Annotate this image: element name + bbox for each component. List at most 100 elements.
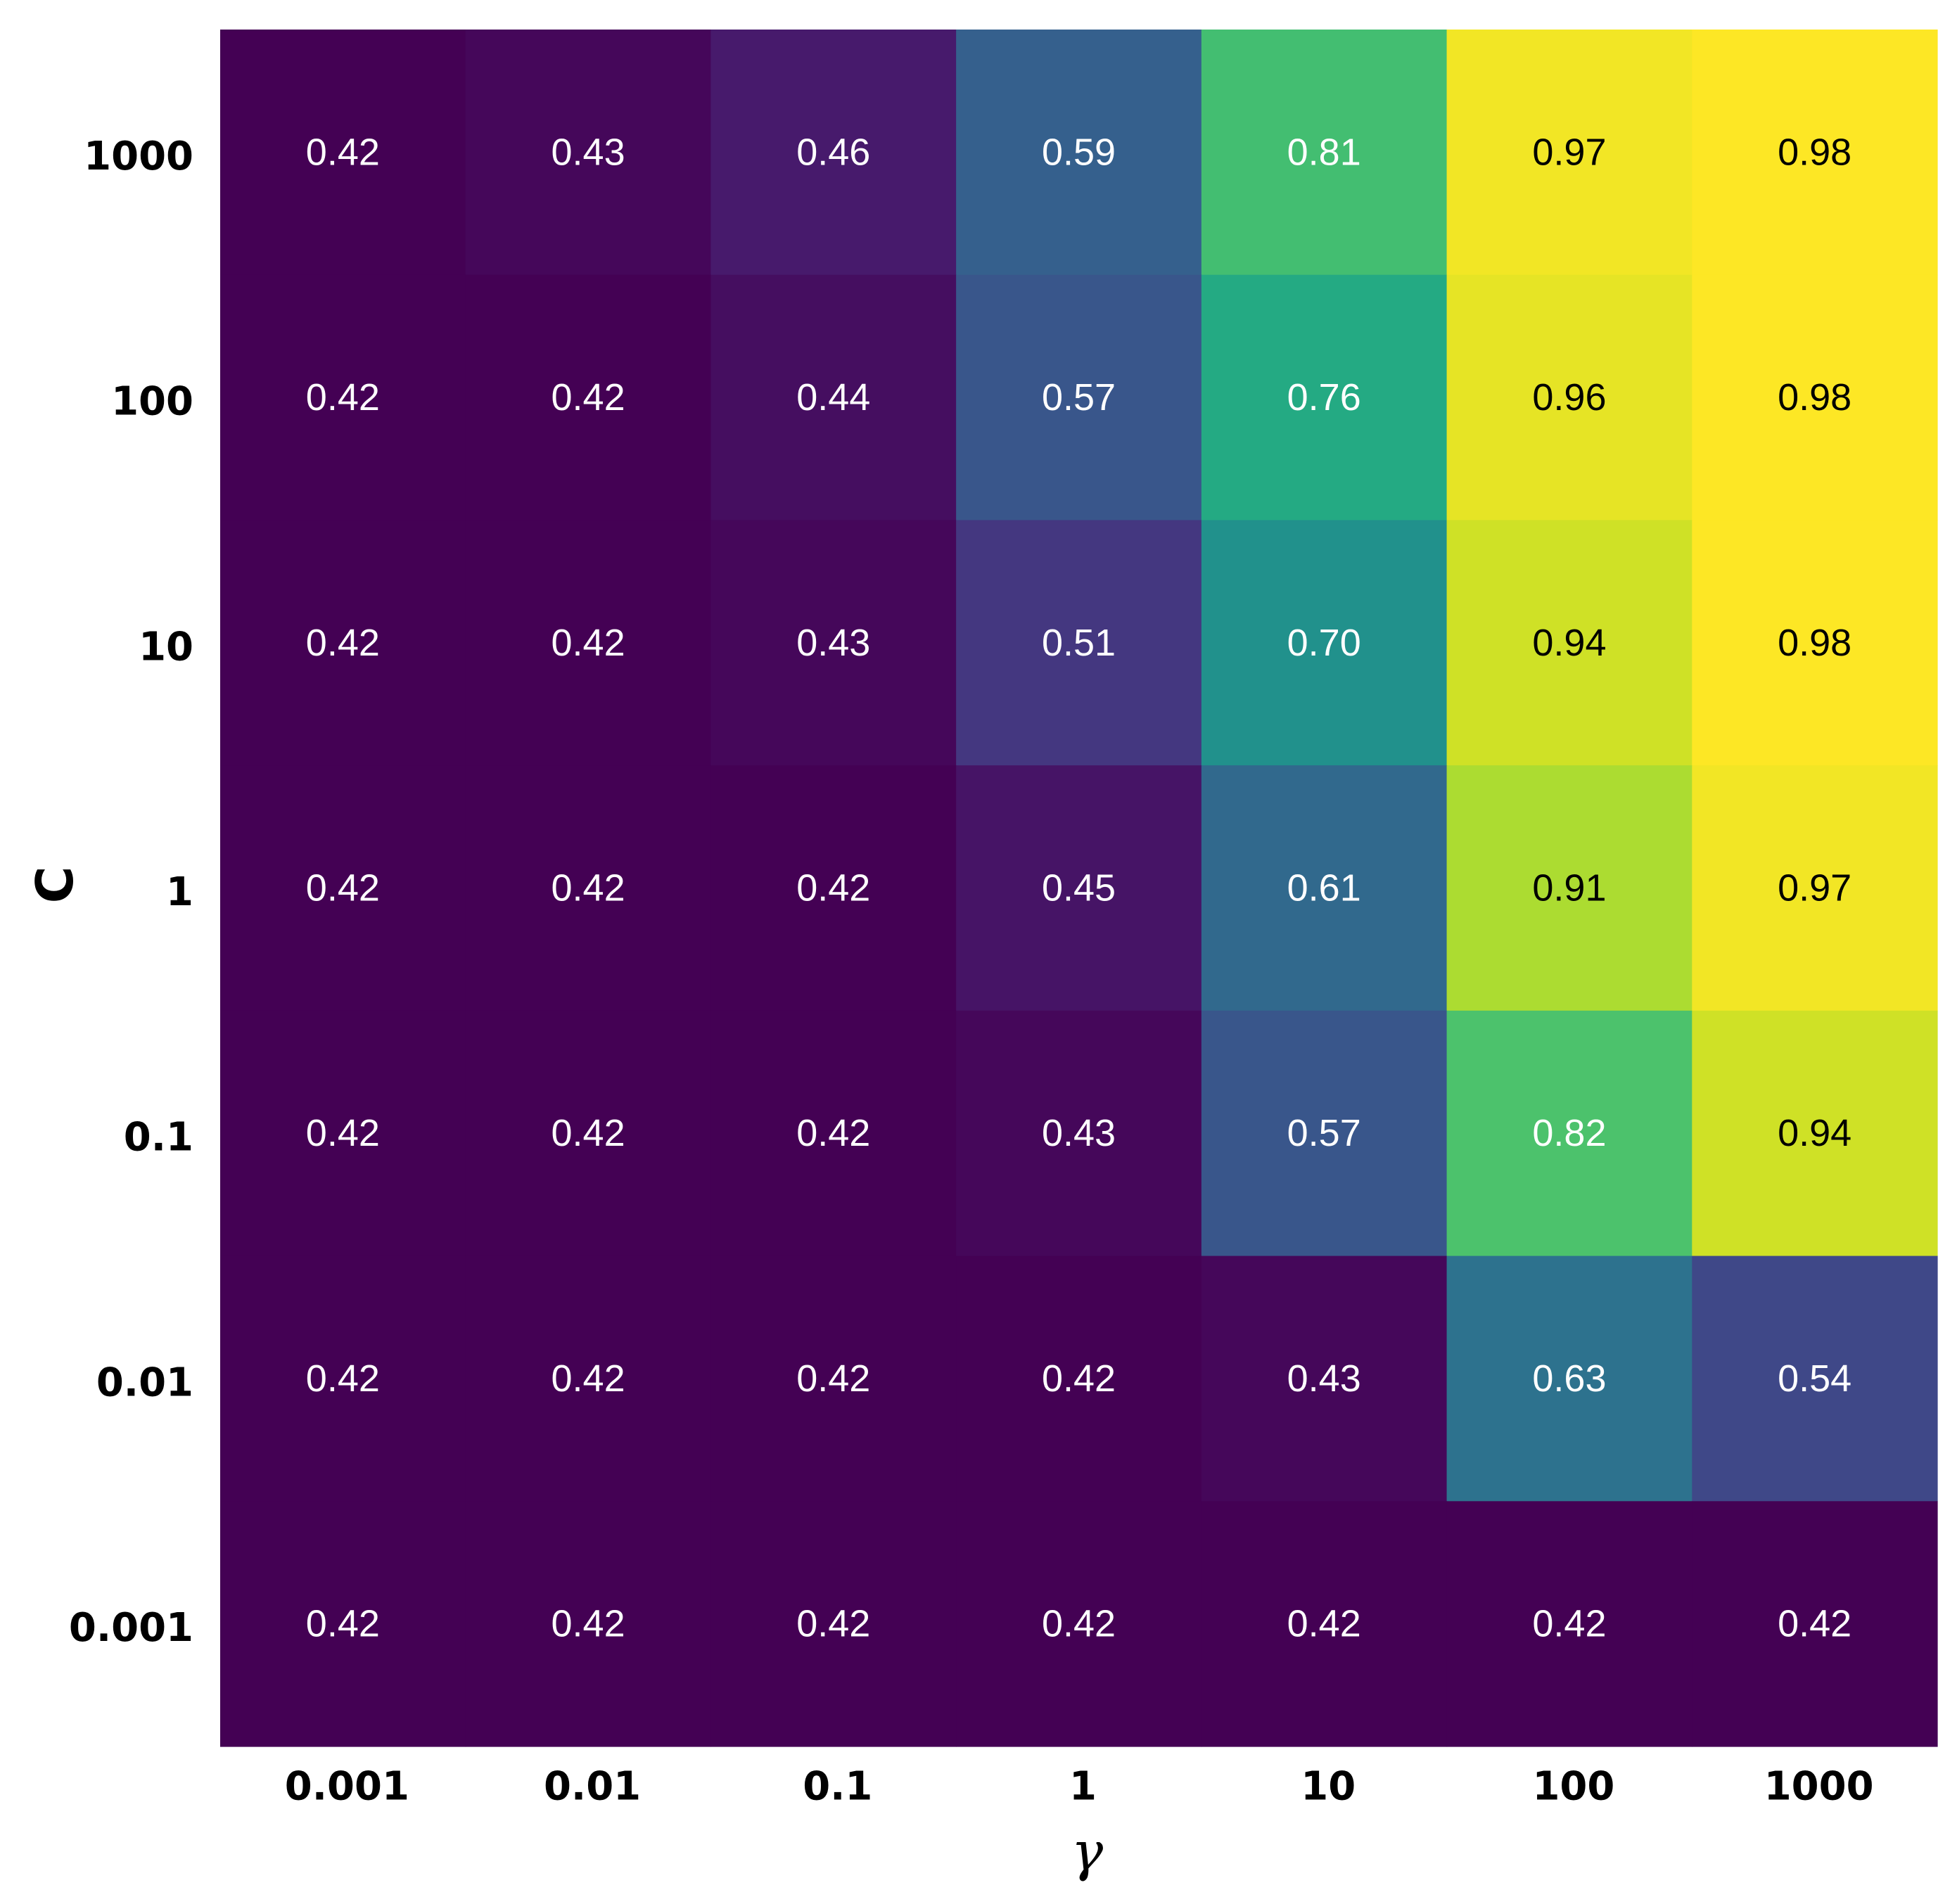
heatmap-cell-r2-c5 — [1446, 520, 1693, 766]
y-axis-ticks: 1000 100 10 1 0.1 0.01 0.001 — [69, 134, 193, 1651]
heatmap-cell-r5-c6 — [1692, 1256, 1938, 1502]
heatmap-cell-label-r0-c4: 0.81 — [1287, 131, 1361, 173]
heatmap-cell-r3-c2 — [710, 765, 957, 1011]
heatmap-cell-r5-c0 — [220, 1256, 466, 1502]
heatmap-cell-r0-c5 — [1446, 30, 1693, 276]
heatmap-cell-label-r0-c2: 0.46 — [796, 131, 870, 173]
heatmap-cell-label-r3-c5: 0.91 — [1532, 867, 1606, 909]
heatmap-cell-r6-c5 — [1446, 1501, 1693, 1747]
heatmap-cell-label-r5-c0: 0.42 — [306, 1357, 380, 1400]
heatmap-cell-label-r4-c4: 0.57 — [1287, 1112, 1361, 1154]
heatmap-cell-label-r1-c2: 0.44 — [796, 376, 870, 419]
heatmap-cell-label-r2-c2: 0.43 — [796, 622, 870, 664]
heatmap-cell-label-r6-c6: 0.42 — [1778, 1603, 1851, 1645]
heatmap-cell-label-r4-c3: 0.43 — [1042, 1112, 1116, 1154]
heatmap-cell-r6-c4 — [1201, 1501, 1448, 1747]
y-tick-label-3: 1 — [166, 869, 193, 915]
heatmap-cell-label-r5-c1: 0.42 — [552, 1357, 625, 1400]
heatmap-cell-label-r3-c3: 0.45 — [1042, 867, 1116, 909]
x-axis-label: γ — [1071, 1820, 1104, 1883]
heatmap-cell-label-r3-c0: 0.42 — [306, 867, 380, 909]
heatmap-cell-label-r0-c1: 0.43 — [552, 131, 625, 173]
x-tick-label-2: 0.1 — [803, 1764, 872, 1810]
heatmap-cell-r0-c3 — [956, 30, 1202, 276]
y-tick-label-6: 0.001 — [69, 1605, 193, 1651]
heatmap-cell-r4-c3 — [956, 1010, 1202, 1257]
heatmap-cell-r1-c0 — [220, 274, 466, 521]
heatmap-cell-r6-c2 — [710, 1501, 957, 1747]
heatmap-cell-r5-c4 — [1201, 1256, 1448, 1502]
heatmap-cell-r1-c2 — [710, 274, 957, 521]
heatmap-cell-r0-c0 — [220, 30, 466, 276]
heatmap-cell-label-r1-c6: 0.98 — [1778, 376, 1851, 419]
x-tick-label-3: 1 — [1069, 1764, 1097, 1810]
heatmap-cell-label-r3-c1: 0.42 — [552, 867, 625, 909]
heatmap-cell-label-r6-c4: 0.42 — [1287, 1603, 1361, 1645]
heatmap-cell-r0-c4 — [1201, 30, 1448, 276]
heatmap-cell-r6-c3 — [956, 1501, 1202, 1747]
heatmap-cell-label-r1-c5: 0.96 — [1532, 376, 1606, 419]
heatmap-cell-r1-c3 — [956, 274, 1202, 521]
heatmap-cell-r3-c5 — [1446, 765, 1693, 1011]
heatmap-cell-r1-c1 — [465, 274, 712, 521]
heatmap-cell-label-r6-c0: 0.42 — [306, 1603, 380, 1645]
heatmap-cell-label-r6-c1: 0.42 — [552, 1603, 625, 1645]
heatmap-cell-label-r2-c1: 0.42 — [552, 622, 625, 664]
heatmap-cell-label-r5-c6: 0.54 — [1778, 1357, 1851, 1400]
heatmap-cell-label-r5-c2: 0.42 — [796, 1357, 870, 1400]
y-tick-label-5: 0.01 — [96, 1360, 193, 1405]
y-tick-label-4: 0.1 — [124, 1115, 193, 1161]
heatmap-cell-r6-c6 — [1692, 1501, 1938, 1747]
heatmap-cell-label-r6-c2: 0.42 — [796, 1603, 870, 1645]
heatmap-cell-label-r2-c6: 0.98 — [1778, 622, 1851, 664]
x-axis-ticks: 0.001 0.01 0.1 1 10 100 1000 — [285, 1764, 1874, 1810]
heatmap-cell-r5-c3 — [956, 1256, 1202, 1502]
heatmap-cell-r3-c3 — [956, 765, 1202, 1011]
heatmap-cell-label-r2-c0: 0.42 — [306, 622, 380, 664]
heatmap-cell-label-r1-c3: 0.57 — [1042, 376, 1116, 419]
heatmap-cell-r4-c2 — [710, 1010, 957, 1257]
heatmap-cell-r3-c4 — [1201, 765, 1448, 1011]
heatmap-cell-r2-c6 — [1692, 520, 1938, 766]
heatmap-cell-r3-c0 — [220, 765, 466, 1011]
heatmap-cell-r5-c1 — [465, 1256, 712, 1502]
heatmap-cell-label-r4-c6: 0.94 — [1778, 1112, 1851, 1154]
heatmap-cell-r0-c1 — [465, 30, 712, 276]
heatmap-cell-r6-c0 — [220, 1501, 466, 1747]
heatmap-cell-label-r2-c4: 0.70 — [1287, 622, 1361, 664]
heatmap-cell-label-r4-c0: 0.42 — [306, 1112, 380, 1154]
heatmap-cell-label-r4-c1: 0.42 — [552, 1112, 625, 1154]
heatmap-cell-label-r6-c3: 0.42 — [1042, 1603, 1116, 1645]
heatmap-cell-r3-c6 — [1692, 765, 1938, 1011]
heatmap-cells: 0.42 0.43 0.46 0.59 0.81 0.97 0.98 0.42 0.42 0.44… — [220, 30, 1938, 1747]
heatmap-cell-r1-c4 — [1201, 274, 1448, 521]
heatmap-cell-r2-c3 — [956, 520, 1202, 766]
heatmap-cell-label-r2-c3: 0.51 — [1042, 622, 1116, 664]
heatmap-cell-label-r2-c5: 0.94 — [1532, 622, 1606, 664]
heatmap-cell-label-r0-c6: 0.98 — [1778, 131, 1851, 173]
heatmap-cell-label-r3-c4: 0.61 — [1287, 867, 1361, 909]
heatmap-cell-label-r6-c5: 0.42 — [1532, 1603, 1606, 1645]
heatmap-cell-r4-c4 — [1201, 1010, 1448, 1257]
heatmap-cell-r4-c0 — [220, 1010, 466, 1257]
heatmap-cell-r6-c1 — [465, 1501, 712, 1747]
x-tick-label-4: 10 — [1301, 1764, 1356, 1810]
heatmap-cell-r2-c1 — [465, 520, 712, 766]
heatmap-cell-r1-c6 — [1692, 274, 1938, 521]
y-tick-label-0: 1000 — [84, 134, 193, 179]
heatmap-cell-r4-c1 — [465, 1010, 712, 1257]
heatmap-cell-r3-c1 — [465, 765, 712, 1011]
heatmap-cell-label-r5-c5: 0.63 — [1532, 1357, 1606, 1400]
x-tick-label-0: 0.001 — [285, 1764, 409, 1810]
heatmap-cell-label-r3-c2: 0.42 — [796, 867, 870, 909]
heatmap-cell-r5-c5 — [1446, 1256, 1693, 1502]
heatmap-cell-r4-c5 — [1446, 1010, 1693, 1257]
x-tick-label-5: 100 — [1532, 1764, 1614, 1810]
heatmap-cell-label-r4-c5: 0.82 — [1532, 1112, 1606, 1154]
heatmap-cell-label-r5-c3: 0.42 — [1042, 1357, 1116, 1400]
heatmap-cell-r2-c2 — [710, 520, 957, 766]
heatmap-cell-r2-c0 — [220, 520, 466, 766]
y-tick-label-1: 100 — [111, 379, 193, 425]
heatmap-cell-r2-c4 — [1201, 520, 1448, 766]
